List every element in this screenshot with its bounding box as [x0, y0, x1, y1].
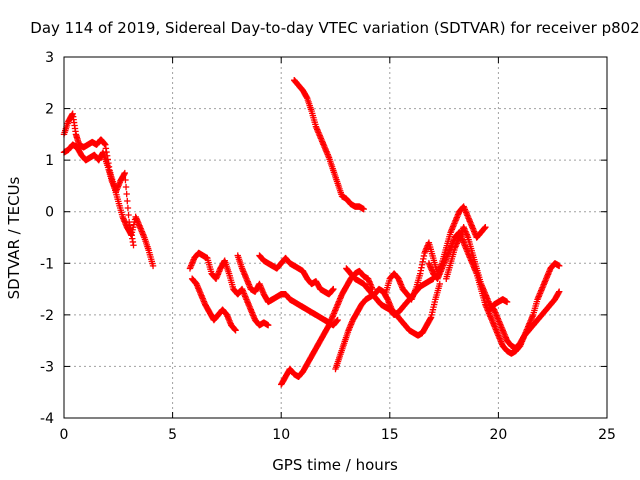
x-axis-title: GPS time / hours — [272, 456, 398, 474]
x-tick-label: 5 — [168, 427, 177, 443]
data-point — [125, 211, 132, 219]
data-point — [360, 205, 367, 213]
data-point — [123, 190, 130, 198]
data-point — [556, 288, 563, 295]
data-point — [556, 262, 563, 270]
data-point — [436, 280, 443, 288]
data-point — [122, 176, 129, 184]
data-point — [130, 242, 137, 249]
data-point — [124, 204, 132, 212]
y-tick-label: -4 — [40, 411, 54, 427]
x-tick-label: 0 — [60, 427, 69, 443]
axis-ticks — [63, 56, 608, 419]
y-tick-label: 0 — [45, 205, 54, 221]
y-tick-label: 1 — [45, 153, 54, 169]
data-point — [149, 262, 157, 270]
plot-frame — [63, 56, 608, 419]
data-point — [503, 298, 511, 306]
x-tick-label: 20 — [489, 427, 507, 443]
data-point — [264, 321, 272, 329]
y-tick-label: 3 — [45, 50, 54, 66]
x-tick-label: 10 — [272, 427, 290, 443]
data-point — [482, 223, 489, 231]
y-tick-label: 2 — [45, 102, 54, 118]
data-point — [232, 327, 239, 334]
y-tick-label: -1 — [40, 256, 54, 272]
x-tick-label: 15 — [381, 427, 399, 443]
y-tick-label: -2 — [40, 308, 54, 324]
data-point — [330, 285, 337, 293]
data-points — [60, 77, 563, 388]
x-tick-label: 25 — [598, 427, 616, 443]
y-tick-label: -3 — [40, 359, 54, 375]
x-tick-labels: 0 5 10 15 20 25 — [60, 427, 616, 443]
chart-title: Day 114 of 2019, Sidereal Day-to-day VTE… — [30, 19, 639, 37]
data-point — [334, 316, 341, 324]
data-point — [121, 169, 129, 177]
y-axis-title: SDTVAR / TECUs — [5, 176, 23, 299]
y-tick-labels: -4 -3 -2 -1 0 1 2 3 — [40, 50, 54, 427]
data-point — [122, 183, 130, 191]
data-point — [124, 197, 131, 205]
